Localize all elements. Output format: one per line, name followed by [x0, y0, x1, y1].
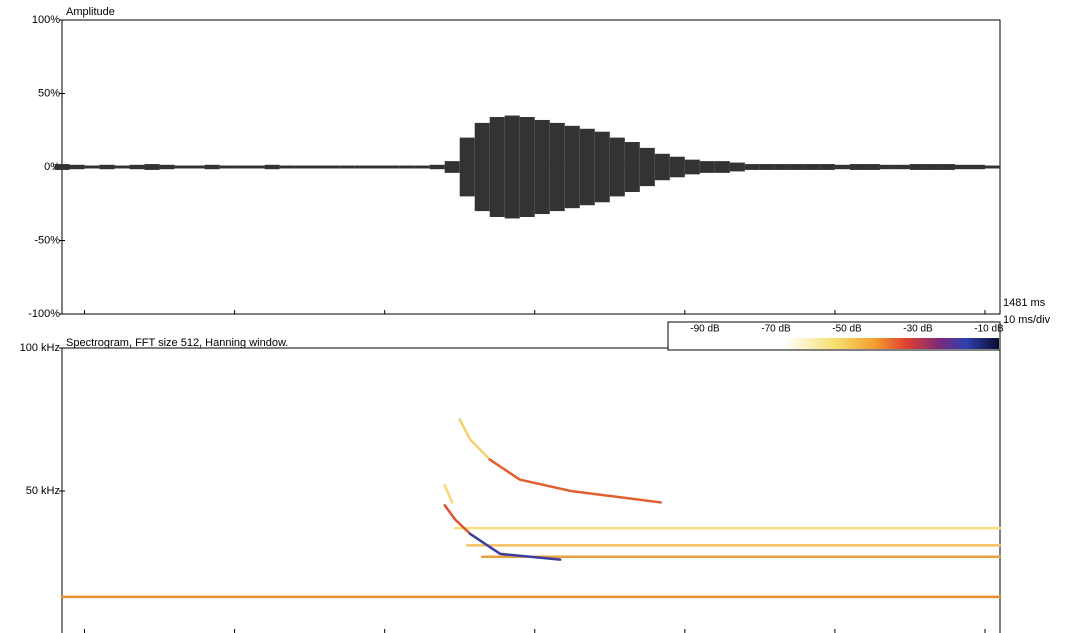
spectrogram-title: Spectrogram, FFT size 512, Hanning windo…: [66, 337, 288, 349]
spectral-trace: [445, 485, 453, 502]
waveform-envelope: [175, 166, 190, 169]
waveform-envelope: [970, 165, 985, 169]
waveform-envelope: [370, 166, 385, 169]
spectral-trace: [490, 460, 661, 503]
waveform-envelope: [910, 164, 925, 170]
waveform-envelope: [955, 165, 970, 169]
waveform-envelope: [595, 132, 610, 203]
waveform-envelope: [655, 154, 670, 180]
waveform-envelope: [715, 161, 730, 173]
waveform-envelope: [235, 166, 250, 169]
colorbar-label: -30 dB: [903, 324, 933, 335]
waveform-envelope: [130, 165, 145, 169]
waveform-envelope: [625, 142, 640, 192]
waveform-envelope: [580, 129, 595, 205]
waveform-envelope: [100, 165, 115, 169]
waveform-envelope: [850, 164, 865, 170]
waveform-envelope: [760, 164, 775, 170]
waveform-envelope: [835, 165, 850, 169]
waveform-envelope: [640, 148, 655, 186]
waveform-envelope: [895, 165, 910, 169]
waveform-envelope: [430, 165, 445, 169]
y-tick-label: 100%: [32, 14, 60, 26]
waveform-envelope: [490, 117, 505, 217]
waveform-envelope: [415, 166, 430, 169]
waveform-envelope: [115, 166, 130, 169]
waveform-envelope: [85, 166, 100, 169]
waveform-envelope: [505, 116, 520, 219]
waveform-envelope: [670, 157, 685, 178]
waveform-envelope: [535, 120, 550, 214]
waveform-envelope: [190, 166, 205, 169]
waveform-envelope: [790, 164, 805, 170]
waveform-envelope: [145, 164, 160, 170]
waveform-envelope: [340, 166, 355, 169]
waveform-title: Amplitude: [66, 6, 115, 18]
waveform-envelope: [820, 164, 835, 170]
colorbar-label: -90 dB: [690, 324, 720, 335]
y-tick-label: 50 kHz: [26, 485, 60, 497]
waveform-envelope: [730, 163, 745, 172]
waveform-envelope: [865, 164, 880, 170]
waveform-envelope: [520, 117, 535, 217]
colorbar-label: -70 dB: [761, 324, 791, 335]
waveform-envelope: [940, 164, 955, 170]
waveform-envelope: [775, 164, 790, 170]
waveform-envelope: [550, 123, 565, 211]
waveform-envelope: [355, 166, 370, 169]
page: Amplitude Spectrogram, FFT size 512, Han…: [0, 0, 1067, 633]
waveform-envelope: [475, 123, 490, 211]
waveform-envelope: [565, 126, 580, 208]
analyzer-view: Amplitude Spectrogram, FFT size 512, Han…: [0, 0, 1067, 633]
colorbar-label: -10 dB: [974, 324, 1004, 335]
waveform-envelope: [925, 164, 940, 170]
waveform-envelope: [295, 166, 310, 169]
y-tick-label: 100 kHz: [20, 342, 60, 354]
waveform-envelope: [985, 166, 1000, 169]
waveform-envelope: [700, 161, 715, 173]
time-label: 1481 ms: [1003, 297, 1046, 309]
spectral-trace: [460, 420, 490, 460]
y-tick-label: -100%: [28, 308, 60, 320]
waveform-envelope: [460, 138, 475, 197]
waveform-envelope: [445, 161, 460, 173]
waveform-envelope: [880, 165, 895, 169]
waveform-envelope: [160, 165, 175, 169]
waveform-envelope: [310, 166, 325, 169]
waveform-envelope: [385, 166, 400, 169]
waveform-envelope: [205, 165, 220, 169]
colorbar: [669, 338, 999, 349]
waveform-envelope: [400, 166, 415, 169]
waveform-envelope: [54, 164, 69, 170]
colorbar-label: -50 dB: [832, 324, 862, 335]
waveform-envelope: [265, 165, 280, 169]
y-tick-label: -50%: [34, 234, 60, 246]
waveform-envelope: [685, 160, 700, 175]
waveform-envelope: [250, 166, 265, 169]
spectrogram-frame: [62, 348, 1000, 633]
waveform-envelope: [70, 165, 85, 169]
waveform-envelope: [610, 138, 625, 197]
waveform-envelope: [325, 166, 340, 169]
waveform-envelope: [220, 166, 235, 169]
scale-label: 10 ms/div: [1003, 314, 1051, 326]
waveform-envelope: [805, 164, 820, 170]
y-tick-label: 50%: [38, 87, 60, 99]
spectral-trace: [445, 505, 471, 534]
waveform-envelope: [280, 166, 295, 169]
waveform-envelope: [745, 164, 760, 170]
